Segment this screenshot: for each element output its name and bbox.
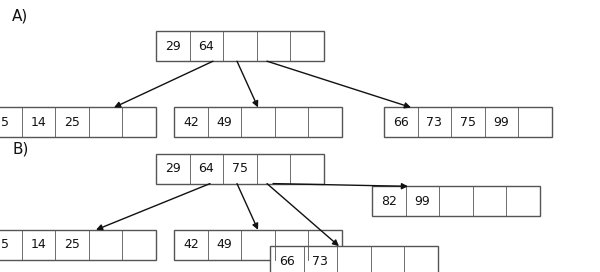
Text: 5: 5 <box>1 116 9 129</box>
Text: 64: 64 <box>199 162 214 175</box>
Text: 25: 25 <box>64 116 80 129</box>
Text: 25: 25 <box>64 238 80 251</box>
Text: 29: 29 <box>165 40 181 53</box>
Bar <box>156 154 324 184</box>
Text: 66: 66 <box>393 116 409 129</box>
Text: 49: 49 <box>217 238 232 251</box>
Bar <box>372 186 540 216</box>
Bar <box>156 31 324 61</box>
Bar <box>0 107 156 137</box>
Text: A): A) <box>12 8 28 23</box>
Text: 5: 5 <box>1 238 9 251</box>
Text: 14: 14 <box>31 238 46 251</box>
Bar <box>0 230 156 260</box>
Text: 49: 49 <box>217 116 232 129</box>
Text: 75: 75 <box>232 162 248 175</box>
Text: B): B) <box>12 141 28 156</box>
Text: 99: 99 <box>494 116 509 129</box>
Bar <box>384 107 552 137</box>
Text: 73: 73 <box>427 116 442 129</box>
Bar <box>270 246 438 272</box>
Text: 99: 99 <box>415 195 430 208</box>
Text: 64: 64 <box>199 40 214 53</box>
Bar <box>174 107 342 137</box>
Text: 75: 75 <box>460 116 476 129</box>
Bar <box>174 230 342 260</box>
Text: 14: 14 <box>31 116 46 129</box>
Text: 82: 82 <box>381 195 397 208</box>
Text: 42: 42 <box>183 238 199 251</box>
Text: 42: 42 <box>183 116 199 129</box>
Text: 66: 66 <box>279 255 295 268</box>
Text: 73: 73 <box>313 255 328 268</box>
Text: 29: 29 <box>165 162 181 175</box>
